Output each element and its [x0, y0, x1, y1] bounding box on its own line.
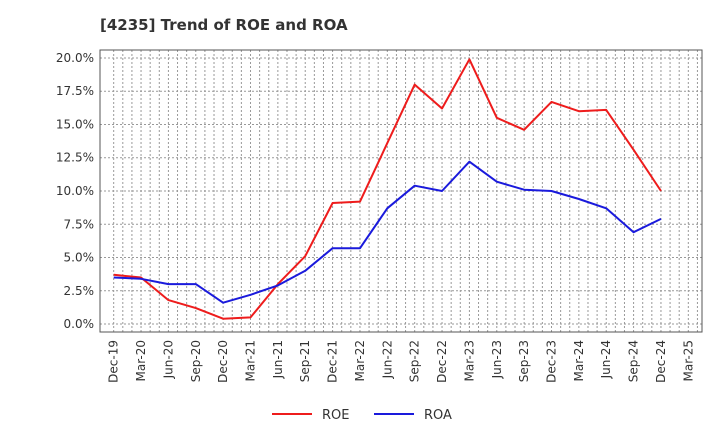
chart-title: [4235] Trend of ROE and ROA	[100, 16, 348, 34]
x-tick-label: Mar-25	[681, 340, 695, 381]
x-tick-label: Jun-20	[161, 340, 175, 379]
x-tick-label: Dec-21	[326, 340, 340, 383]
x-tick-label: Sep-24	[627, 340, 641, 382]
x-tick-label: Sep-23	[517, 340, 531, 382]
legend-label-roa: ROA	[424, 408, 452, 423]
y-tick-label: 15.0%	[56, 117, 94, 131]
x-tick-label: Jun-21	[271, 340, 285, 379]
x-tick-label: Sep-21	[298, 340, 312, 382]
plot-border	[99, 49, 703, 333]
y-tick-label: 12.5%	[56, 151, 94, 165]
legend-label-roe: ROE	[322, 408, 349, 423]
x-tick-label: Mar-21	[244, 340, 258, 381]
x-tick-label: Jun-23	[490, 340, 504, 379]
series-line-roa	[113, 160, 662, 304]
x-tick-label: Dec-20	[216, 340, 230, 383]
x-tick-label: Mar-24	[572, 340, 586, 381]
x-tick-label: Dec-24	[654, 340, 668, 383]
y-tick-label: 7.5%	[64, 217, 95, 231]
y-tick-label: 5.0%	[64, 251, 95, 265]
x-tick-label: Sep-22	[408, 340, 422, 382]
x-tick-label: Mar-20	[134, 340, 148, 381]
x-tick-label: Dec-19	[107, 340, 121, 383]
series-line-roe	[113, 58, 662, 320]
x-tick-label: Dec-22	[435, 340, 449, 383]
x-tick-label: Dec-23	[545, 340, 559, 383]
y-tick-label: 10.0%	[56, 184, 94, 198]
x-tick-label: Jun-24	[599, 340, 613, 379]
x-tick-label: Jun-22	[380, 340, 394, 379]
x-tick-label: Mar-23	[462, 340, 476, 381]
y-tick-label: 17.5%	[56, 84, 94, 98]
x-tick-label: Sep-20	[189, 340, 203, 382]
x-tick-label: Mar-22	[353, 340, 367, 381]
y-tick-label: 0.0%	[64, 317, 95, 331]
y-tick-label: 20.0%	[56, 51, 94, 65]
y-tick-label: 2.5%	[64, 284, 95, 298]
